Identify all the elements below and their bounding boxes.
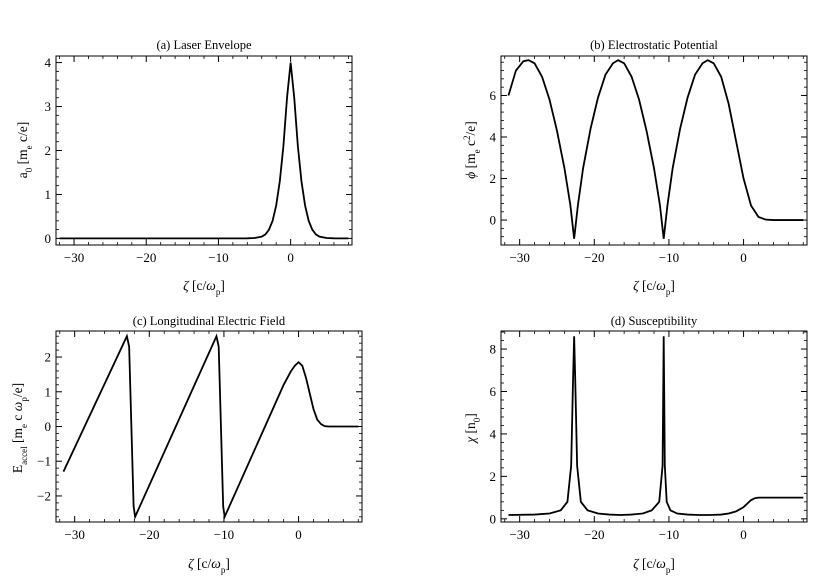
panel-d-ylabel: χ [n0] — [463, 413, 482, 445]
panel-c-xtick-label: −30 — [64, 527, 84, 542]
panel-a-ylabel: a0 [me c/e] — [15, 122, 34, 178]
panel-c-title: (c) Longitudinal Electric Field — [133, 314, 286, 328]
panel-a-ticks: −30 −20 −10 0 0 1 2 3 4 — [45, 55, 352, 265]
panel-a: (a) Laser Envelope −30 −20 −10 0 0 1 2 3 4 ζ [c/… — [15, 38, 353, 297]
panel-d-ytick-label: 4 — [490, 426, 497, 441]
panel-a-title: (a) Laser Envelope — [156, 38, 252, 52]
panel-b-ytick-label: 2 — [490, 171, 497, 186]
panel-d-ytick-label: 8 — [490, 342, 497, 357]
panel-d-xlabel: ζ [c/ωp] — [633, 556, 675, 575]
panel-b-xtick-label: −10 — [659, 250, 679, 265]
panel-b-ytick-label: 6 — [490, 88, 497, 103]
panel-a-ytick-label: 1 — [45, 187, 52, 202]
panel-a-xlabel: ζ [c/ωp] — [183, 278, 225, 297]
panel-a-xtick-label: −20 — [136, 250, 156, 265]
panel-a-xtick-label: −30 — [64, 250, 84, 265]
panel-d-ytick-label: 0 — [490, 511, 497, 526]
panel-d-xtick-label: −30 — [509, 527, 529, 542]
panel-a-xtick-label: 0 — [287, 250, 294, 265]
panel-c-xtick-label: −10 — [214, 527, 234, 542]
panel-a-xtick-label: −10 — [208, 250, 228, 265]
panel-d-xtick-label: 0 — [740, 527, 747, 542]
panel-a-ytick-label: 0 — [45, 231, 52, 246]
panel-d-title: (d) Susceptibility — [611, 314, 698, 328]
panel-b-xlabel: ζ [c/ωp] — [633, 278, 675, 297]
panel-b-title: (b) Electrostatic Potential — [590, 38, 718, 52]
panel-c-ytick-label: 2 — [45, 350, 52, 365]
panel-c-ytick-label: −1 — [37, 454, 51, 469]
panel-b-ylabel: ϕ [me c2/e] — [462, 121, 482, 179]
panel-d: (d) Susceptibility −30 −20 −10 0 0 2 4 6 8 ζ [c/… — [463, 314, 808, 575]
panel-c-xtick-label: −20 — [139, 527, 159, 542]
panel-c-xtick-label: 0 — [295, 527, 302, 542]
panel-c-ytick-label: 0 — [45, 419, 52, 434]
panel-c-frame — [55, 330, 363, 523]
panel-b-frame — [500, 55, 808, 246]
panel-b-xtick-label: −20 — [584, 250, 604, 265]
panel-c-curve — [62, 333, 359, 521]
panel-a-ytick-label: 2 — [45, 143, 52, 158]
panel-c-ytick-label: 1 — [45, 384, 52, 399]
panel-d-xtick-label: −10 — [659, 527, 679, 542]
panel-a-ytick-label: 3 — [45, 99, 52, 114]
panel-b-ticks: −30 −20 −10 0 0 2 4 6 — [490, 56, 807, 265]
panel-d-ytick-label: 6 — [490, 384, 497, 399]
panel-d-ticks: −30 −20 −10 0 0 2 4 6 8 — [490, 331, 807, 542]
panel-d-frame — [500, 330, 808, 523]
panel-c-xlabel: ζ [c/ωp] — [188, 556, 230, 575]
panel-d-curve — [508, 336, 804, 516]
panel-b-ytick-label: 0 — [490, 213, 497, 228]
panel-b: (b) Electrostatic Potential −30 −20 −10 0 0 2… — [462, 38, 808, 297]
panel-b-ytick-label: 4 — [490, 130, 497, 145]
panel-c-ylabel: Eaccel [me c ωp/e] — [10, 383, 29, 473]
panel-b-curve — [507, 59, 804, 239]
panel-d-ytick-label: 2 — [490, 469, 497, 484]
panel-c-ytick-label: −2 — [37, 488, 51, 503]
panel-b-xtick-label: 0 — [740, 250, 747, 265]
panel-a-curve — [59, 62, 349, 240]
panel-a-ytick-label: 4 — [45, 55, 52, 70]
panel-b-xtick-label: −30 — [509, 250, 529, 265]
panel-c: (c) Longitudinal Electric Field −30 −20 −1… — [10, 314, 363, 575]
panel-d-xtick-label: −20 — [584, 527, 604, 542]
